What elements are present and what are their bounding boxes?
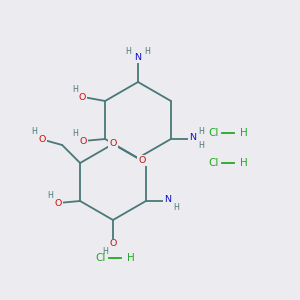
Text: H: H	[144, 46, 150, 56]
Text: O: O	[54, 200, 62, 208]
Text: O: O	[109, 140, 117, 148]
Text: N: N	[189, 134, 197, 142]
Text: H: H	[72, 85, 78, 94]
Text: H: H	[72, 130, 78, 139]
Text: H: H	[173, 203, 179, 212]
Text: N: N	[134, 53, 142, 62]
Text: H: H	[240, 158, 248, 168]
Text: O: O	[38, 136, 46, 145]
Text: O: O	[80, 137, 87, 146]
Text: Cl: Cl	[95, 253, 105, 263]
Text: H: H	[198, 142, 204, 151]
Text: H: H	[47, 191, 53, 200]
Text: N: N	[164, 196, 171, 205]
Text: H: H	[31, 128, 37, 136]
Text: H: H	[102, 248, 108, 256]
Text: H: H	[240, 128, 248, 138]
Text: O: O	[78, 94, 86, 103]
Text: H: H	[127, 253, 135, 263]
Text: H: H	[198, 127, 204, 136]
Text: O: O	[138, 156, 146, 165]
Text: H: H	[125, 46, 131, 56]
Text: O: O	[109, 239, 117, 248]
Text: Cl: Cl	[208, 158, 218, 168]
Text: Cl: Cl	[208, 128, 218, 138]
